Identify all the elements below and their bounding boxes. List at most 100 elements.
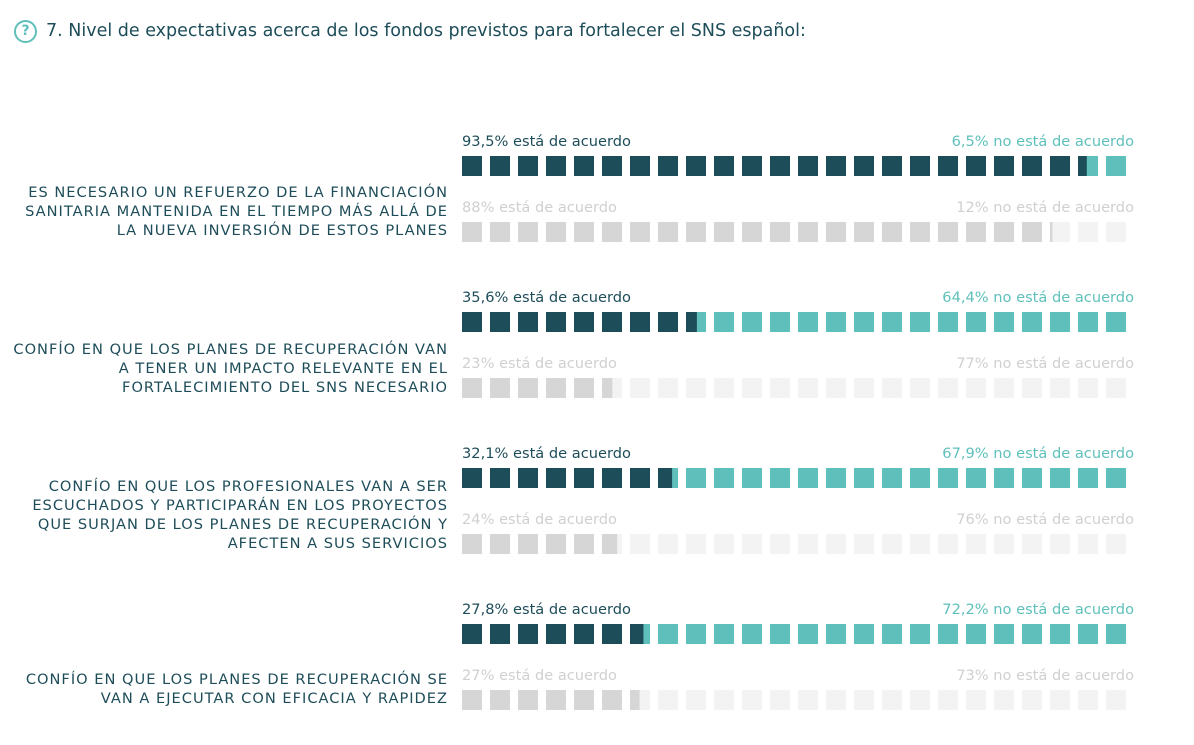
disagree-square [1106, 378, 1126, 398]
agree-square [490, 624, 510, 644]
disagree-square [1050, 468, 1070, 488]
disagree-percent-label: 76% no está de acuerdo [956, 511, 1134, 528]
agree-square [602, 468, 622, 488]
agree-square [630, 156, 650, 176]
agree-square [462, 690, 482, 710]
agree-square [546, 378, 566, 398]
agree-square [462, 468, 482, 488]
disagree-square [938, 378, 958, 398]
disagree-square [686, 534, 706, 554]
disagree-percent-label: 72,2% no está de acuerdo [942, 601, 1134, 618]
agree-square [546, 222, 566, 242]
agree-square [1022, 222, 1042, 242]
agree-square [574, 624, 594, 644]
disagree-square [938, 624, 958, 644]
agree-square [574, 534, 594, 554]
agree-square [546, 156, 566, 176]
agree-square [490, 468, 510, 488]
disagree-square [1050, 534, 1070, 554]
disagree-square [798, 378, 818, 398]
agree-square [518, 690, 538, 710]
disagree-square [966, 534, 986, 554]
agree-square [518, 312, 538, 332]
agree-square [630, 222, 650, 242]
disagree-square [658, 624, 678, 644]
disagree-square [854, 690, 874, 710]
agree-square [714, 222, 734, 242]
disagree-square [1050, 690, 1070, 710]
agree-square [770, 222, 790, 242]
agree-square [602, 156, 622, 176]
row-label: Confío en que los profesionales van a se… [32, 478, 448, 552]
disagree-percent-label: 6,5% no está de acuerdo [951, 133, 1134, 150]
disagree-square [1022, 378, 1042, 398]
disagree-square [798, 534, 818, 554]
agree-percent-label: 35,6% está de acuerdo [462, 289, 631, 306]
agree-square-partial [1078, 156, 1087, 176]
disagree-square [714, 468, 734, 488]
agree-square [574, 156, 594, 176]
disagree-square [910, 312, 930, 332]
agree-square [490, 378, 510, 398]
agree-square [854, 222, 874, 242]
disagree-square [938, 468, 958, 488]
disagree-percent-label: 73% no está de acuerdo [956, 667, 1134, 684]
agree-percent-label: 93,5% está de acuerdo [462, 133, 631, 150]
disagree-square [826, 378, 846, 398]
agree-square [658, 312, 678, 332]
disagree-square [910, 534, 930, 554]
agree-square [518, 534, 538, 554]
agree-square [602, 312, 622, 332]
disagree-square [826, 624, 846, 644]
agree-square [994, 156, 1014, 176]
disagree-square [798, 690, 818, 710]
row-label: Confío en que los planes de recuperación… [25, 671, 448, 707]
agree-square-partial [630, 624, 644, 644]
agree-square [546, 468, 566, 488]
agree-square [910, 156, 930, 176]
disagree-square [938, 690, 958, 710]
agree-square [518, 624, 538, 644]
disagree-square [1022, 312, 1042, 332]
agree-square [574, 690, 594, 710]
agree-square [490, 312, 510, 332]
disagree-square [798, 312, 818, 332]
disagree-square [882, 378, 902, 398]
agree-square [546, 534, 566, 554]
help-circle-icon[interactable]: ? [14, 19, 37, 43]
disagree-square [910, 378, 930, 398]
disagree-square [994, 378, 1014, 398]
disagree-square [910, 624, 930, 644]
disagree-percent-label: 67,9% no está de acuerdo [942, 445, 1134, 462]
agree-square [462, 378, 482, 398]
disagree-square [742, 312, 762, 332]
disagree-square [742, 378, 762, 398]
disagree-square [770, 378, 790, 398]
agree-percent-label: 27,8% está de acuerdo [462, 601, 631, 618]
disagree-square [938, 312, 958, 332]
agree-percent-label: 23% está de acuerdo [462, 355, 617, 372]
disagree-square [994, 624, 1014, 644]
agree-square [574, 312, 594, 332]
disagree-square [770, 312, 790, 332]
disagree-square [854, 378, 874, 398]
disagree-square [742, 690, 762, 710]
agree-square [518, 468, 538, 488]
disagree-percent-label: 12% no está de acuerdo [956, 199, 1134, 216]
disagree-square [966, 378, 986, 398]
disagree-square [1050, 222, 1070, 242]
disagree-square [826, 312, 846, 332]
agree-square [882, 222, 902, 242]
disagree-square [1078, 468, 1098, 488]
agree-square [966, 222, 986, 242]
agree-square [966, 156, 986, 176]
agree-square-partial [1050, 222, 1053, 242]
disagree-square [686, 690, 706, 710]
disagree-square [630, 534, 650, 554]
row-label: Confío en que los planes de recuperación… [13, 341, 448, 396]
disagree-square [1106, 534, 1126, 554]
agree-square-partial [602, 534, 618, 554]
disagree-square [854, 312, 874, 332]
agree-square-partial [630, 690, 640, 710]
chart-title-row: ? 7. Nivel de expectativas acerca de los… [14, 19, 806, 43]
